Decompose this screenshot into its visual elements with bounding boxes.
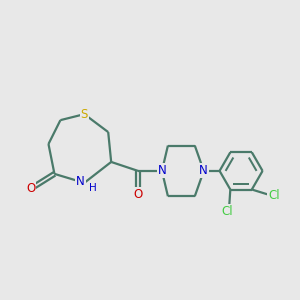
Text: O: O (26, 182, 35, 195)
Text: H: H (89, 183, 97, 193)
Text: S: S (81, 108, 88, 121)
Text: N: N (158, 164, 166, 177)
Text: O: O (134, 188, 143, 201)
Text: N: N (76, 175, 85, 188)
Text: Cl: Cl (268, 189, 280, 202)
Text: N: N (200, 164, 208, 177)
Text: Cl: Cl (221, 206, 233, 218)
